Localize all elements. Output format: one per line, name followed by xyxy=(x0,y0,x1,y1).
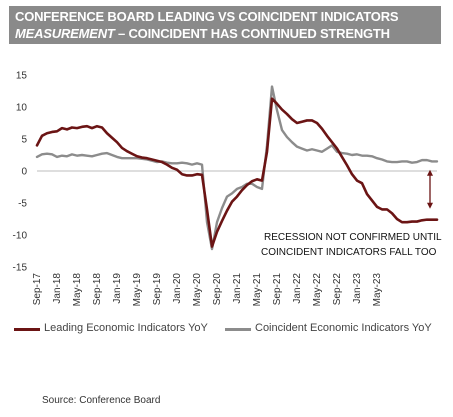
series-line-leading xyxy=(35,97,439,248)
legend-label-coincident: Coincident Economic Indicators YoY xyxy=(255,322,432,334)
x-tick-label-1: Jan-18 xyxy=(52,273,63,304)
arrow-head-down xyxy=(427,202,433,209)
chart-title-line2: MEASUREMENT – COINCIDENT HAS CONTINUED S… xyxy=(15,26,390,41)
x-tick-label-9: Sep-20 xyxy=(212,273,223,306)
x-tick-label-15: Sep-22 xyxy=(332,273,343,306)
annotation-line2: COINCIDENT INDICATORS FALL TOO xyxy=(261,247,437,258)
title-banner: CONFERENCE BOARD LEADING VS COINCIDENT I… xyxy=(9,6,441,44)
x-tick-label-13: Jan-22 xyxy=(292,273,303,304)
x-tick-label-4: Jan-19 xyxy=(112,273,123,304)
x-tick-label-5: May-19 xyxy=(132,273,143,307)
x-tick-label-3: Sep-18 xyxy=(92,273,103,306)
annotation-line1: RECESSION NOT CONFIRMED UNTIL xyxy=(264,232,442,243)
x-tick-label-12: Sep-21 xyxy=(272,273,283,306)
series-lines xyxy=(35,85,439,251)
y-tick-label-2: 5 xyxy=(21,135,27,146)
line-chart: 15 10 5 0 -5 -10 -15 Sep-17 Jan-18 May-18 Sep-18 J… xyxy=(13,71,442,307)
legend-swatch-coincident xyxy=(225,328,251,331)
y-tick-label-4: -5 xyxy=(18,199,27,210)
y-tick-label-0: 15 xyxy=(16,71,28,82)
y-tick-label-6: -15 xyxy=(13,263,28,274)
y-axis-ticks: 15 10 5 0 -5 -10 -15 xyxy=(13,71,28,274)
arrow-head-up xyxy=(427,169,433,176)
chart-title-rest: – COINCIDENT HAS CONTINUED STRENGTH xyxy=(114,26,390,41)
y-tick-label-1: 10 xyxy=(16,103,28,114)
x-tick-label-17: May-23 xyxy=(372,273,383,307)
x-tick-label-16: Jan-23 xyxy=(352,273,363,304)
source-note: Source: Conference Board xyxy=(42,395,161,406)
x-axis-ticks: Sep-17 Jan-18 May-18 Sep-18 Jan-19 May-19 Sep-… xyxy=(32,273,383,307)
x-tick-label-6: Sep-19 xyxy=(152,273,163,306)
recession-arrow xyxy=(427,169,433,209)
series-line-coincident xyxy=(35,85,439,251)
chart-title-italic: MEASUREMENT xyxy=(15,26,115,41)
chart-title-line1: CONFERENCE BOARD LEADING VS COINCIDENT I… xyxy=(15,9,399,24)
x-tick-label-8: May-20 xyxy=(192,273,203,307)
x-tick-label-2: May-18 xyxy=(72,273,83,307)
y-tick-label-3: 0 xyxy=(21,167,27,178)
y-tick-label-5: -10 xyxy=(13,231,28,242)
legend-label-leading: Leading Economic Indicators YoY xyxy=(44,322,208,334)
x-tick-label-0: Sep-17 xyxy=(32,273,43,306)
x-tick-label-7: Jan-20 xyxy=(172,273,183,304)
x-tick-label-11: May-21 xyxy=(252,273,263,307)
x-tick-label-10: Jan-21 xyxy=(232,273,243,304)
legend-swatch-leading xyxy=(14,328,40,331)
x-tick-label-14: May-22 xyxy=(312,273,323,307)
